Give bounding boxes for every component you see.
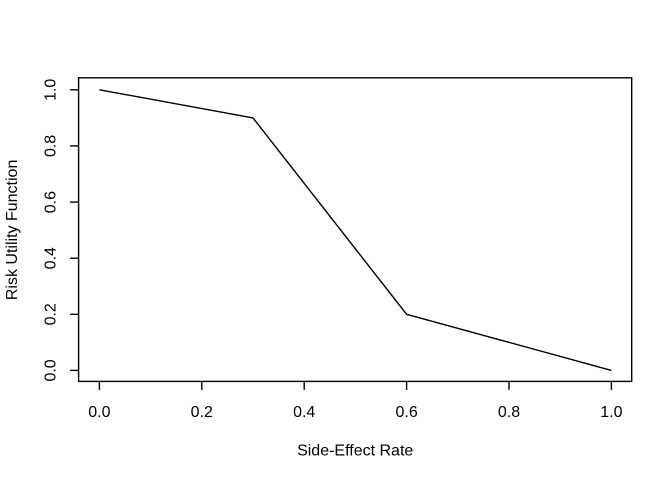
svg-text:1.0: 1.0 [42,79,59,101]
svg-text:Risk Utility Function: Risk Utility Function [4,160,21,300]
svg-text:0.4: 0.4 [293,404,315,421]
svg-text:0.6: 0.6 [42,191,59,213]
svg-text:0.2: 0.2 [191,404,213,421]
svg-text:0.8: 0.8 [42,135,59,157]
svg-text:0.0: 0.0 [88,404,110,421]
svg-text:0.4: 0.4 [42,247,59,269]
svg-text:0.8: 0.8 [498,404,520,421]
svg-text:0.2: 0.2 [42,303,59,325]
svg-text:0.0: 0.0 [42,359,59,381]
svg-text:1.0: 1.0 [600,404,622,421]
svg-text:Side-Effect Rate: Side-Effect Rate [297,443,413,460]
svg-text:0.6: 0.6 [395,404,417,421]
